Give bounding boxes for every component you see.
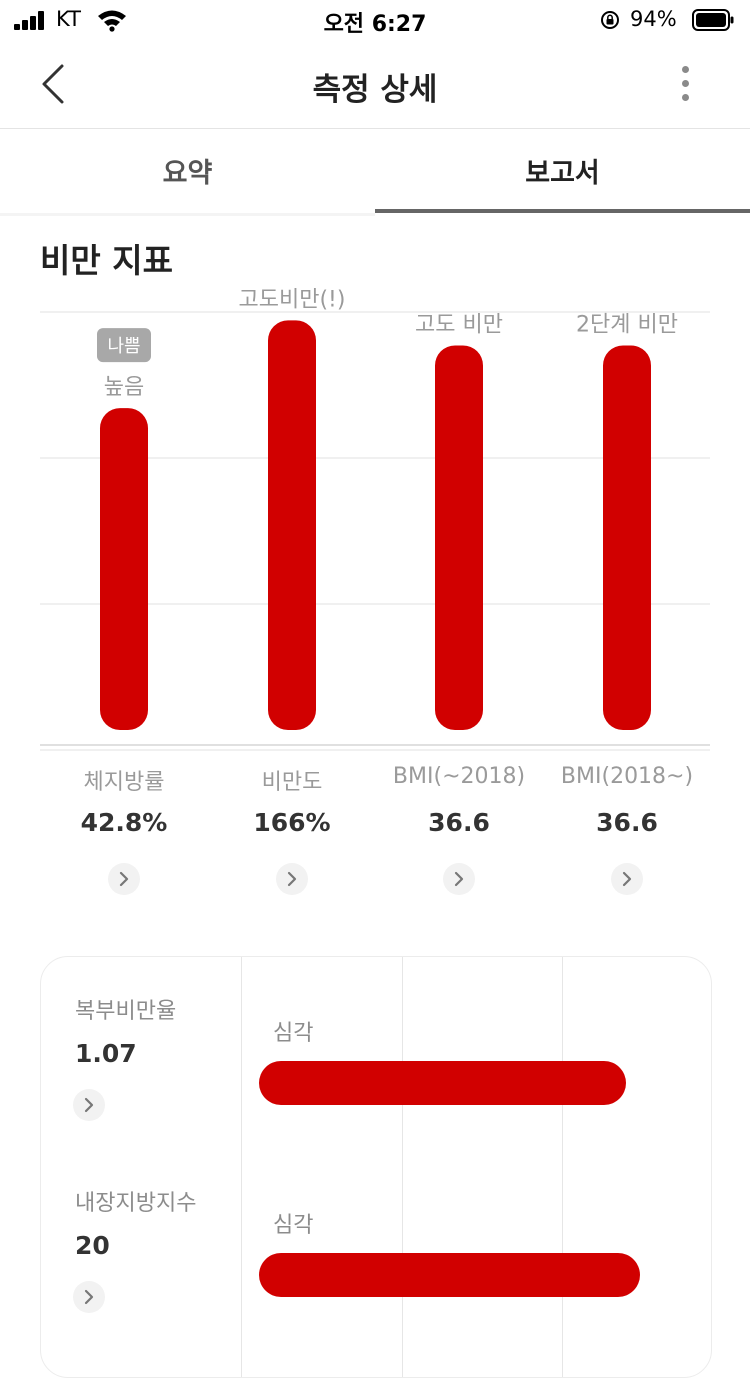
more-vertical-icon[interactable] xyxy=(668,64,704,104)
card-grid-line xyxy=(402,957,403,1377)
metric-status-label: 심각 xyxy=(273,1213,314,1238)
card-grid-line xyxy=(241,957,242,1377)
bar xyxy=(435,345,483,730)
active-tab-indicator xyxy=(375,209,750,213)
abdominal-metrics-card: 복부비만율 1.07 심각 내장지방지수 20 심각 xyxy=(40,956,712,1378)
nav-header: 측정 상세 xyxy=(0,40,750,129)
bar-label: 고도 비만 xyxy=(415,312,503,337)
battery-icon xyxy=(692,9,734,31)
wifi-icon xyxy=(98,10,126,32)
chevron-right-icon[interactable] xyxy=(73,1089,105,1121)
category-value: 166% xyxy=(253,808,331,837)
metric-level-bar xyxy=(259,1061,626,1105)
tab-report[interactable]: 보고서 xyxy=(525,158,600,189)
category-label: BMI(~2018) xyxy=(392,764,526,789)
page-title: 측정 상세 xyxy=(312,72,438,108)
bar-label: 2단계 비만 xyxy=(576,312,678,337)
metric-level-bar xyxy=(259,1253,640,1297)
tab-divider xyxy=(0,213,375,216)
category-value: 36.6 xyxy=(596,808,658,837)
tab-bar: 요약 보고서 xyxy=(0,129,750,216)
category-label: BMI(2018~) xyxy=(560,764,694,789)
category-value: 42.8% xyxy=(80,808,168,837)
metric-status-label: 심각 xyxy=(273,1021,314,1046)
tab-summary[interactable]: 요약 xyxy=(162,158,213,189)
chevron-left-icon[interactable] xyxy=(34,62,74,106)
battery-percent: 94% xyxy=(630,7,677,31)
bar xyxy=(603,345,651,730)
chevron-right-icon[interactable] xyxy=(611,863,643,895)
section-title: 비만 지표 xyxy=(40,241,173,280)
status-badge xyxy=(97,328,151,363)
chevron-right-icon[interactable] xyxy=(73,1281,105,1313)
obesity-bar-chart: 높음 나쁨 고도비만(!) 고도 비만 2단계 비만 xyxy=(40,287,710,751)
rotation-lock-icon xyxy=(601,11,619,29)
category-value: 36.6 xyxy=(428,808,490,837)
bar xyxy=(268,320,316,730)
category-label: 체지방률 xyxy=(83,770,165,795)
metric-value: 20 xyxy=(75,1231,110,1260)
bar xyxy=(100,408,148,730)
bar-label: 높음 xyxy=(104,375,144,400)
card-grid-line xyxy=(562,957,563,1377)
chevron-right-icon[interactable] xyxy=(443,863,475,895)
category-label: 비만도 xyxy=(261,770,323,795)
signal-icon xyxy=(14,10,50,30)
metric-label: 내장지방지수 xyxy=(75,1191,197,1216)
metric-label: 복부비만율 xyxy=(75,999,177,1024)
status-time: 오전 6:27 xyxy=(323,12,427,37)
carrier-name: KT xyxy=(56,7,81,31)
metric-value: 1.07 xyxy=(75,1039,137,1068)
status-badge-text: 나쁨 xyxy=(107,336,140,357)
chevron-right-icon[interactable] xyxy=(276,863,308,895)
chevron-right-icon[interactable] xyxy=(108,863,140,895)
bar-label: 고도비만(!) xyxy=(239,287,346,312)
status-bar: KT 오전 6:27 94% xyxy=(0,0,750,40)
